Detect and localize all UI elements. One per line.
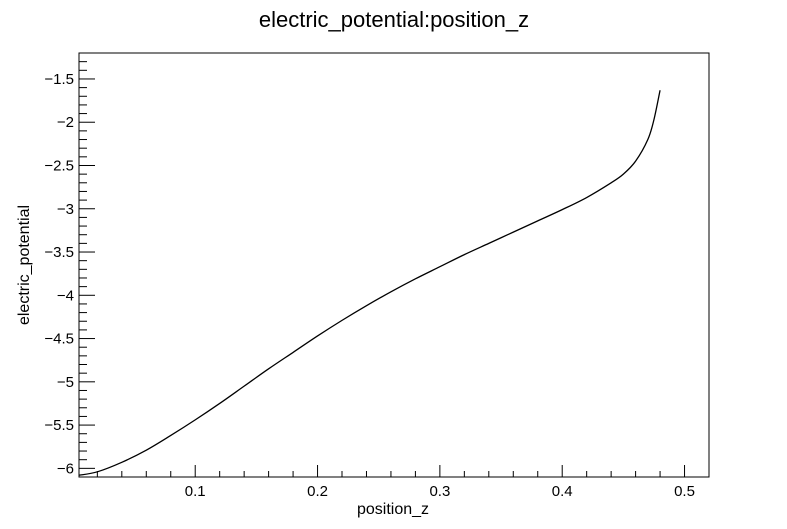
x-tick-label: 0.5 [674, 483, 695, 500]
y-tick-label: −4 [57, 287, 74, 304]
y-axis-label: electric_potential [16, 205, 33, 325]
x-tick-label: 0.4 [552, 483, 573, 500]
y-tick-label: −6 [57, 460, 74, 477]
x-axis: 0.1 0.2 0.3 0.4 0.5 [96, 465, 695, 500]
plot-frame [78, 52, 710, 478]
y-axis: −6 −5.5 −5 −4.5 −4 −3.5 −3 −2.5 −2 −1.5 [44, 52, 95, 478]
y-tick-label: −5 [57, 374, 74, 391]
y-tick-label: −5.5 [44, 417, 74, 434]
y-tick-label: −3 [57, 201, 74, 218]
y-tick-label: −4.5 [44, 331, 74, 348]
x-axis-label: position_z [357, 501, 429, 518]
y-tick-label: −2.5 [44, 157, 74, 174]
y-tick-label: −1.5 [44, 71, 74, 88]
x-tick-label: 0.3 [429, 483, 450, 500]
y-tick-label: −2 [57, 114, 74, 131]
y-tick-label: −3.5 [44, 244, 74, 261]
series-line [78, 90, 661, 476]
x-tick-label: 0.2 [307, 483, 328, 500]
chart-title: electric_potential:position_z [259, 7, 529, 32]
x-tick-label: 0.1 [185, 483, 206, 500]
